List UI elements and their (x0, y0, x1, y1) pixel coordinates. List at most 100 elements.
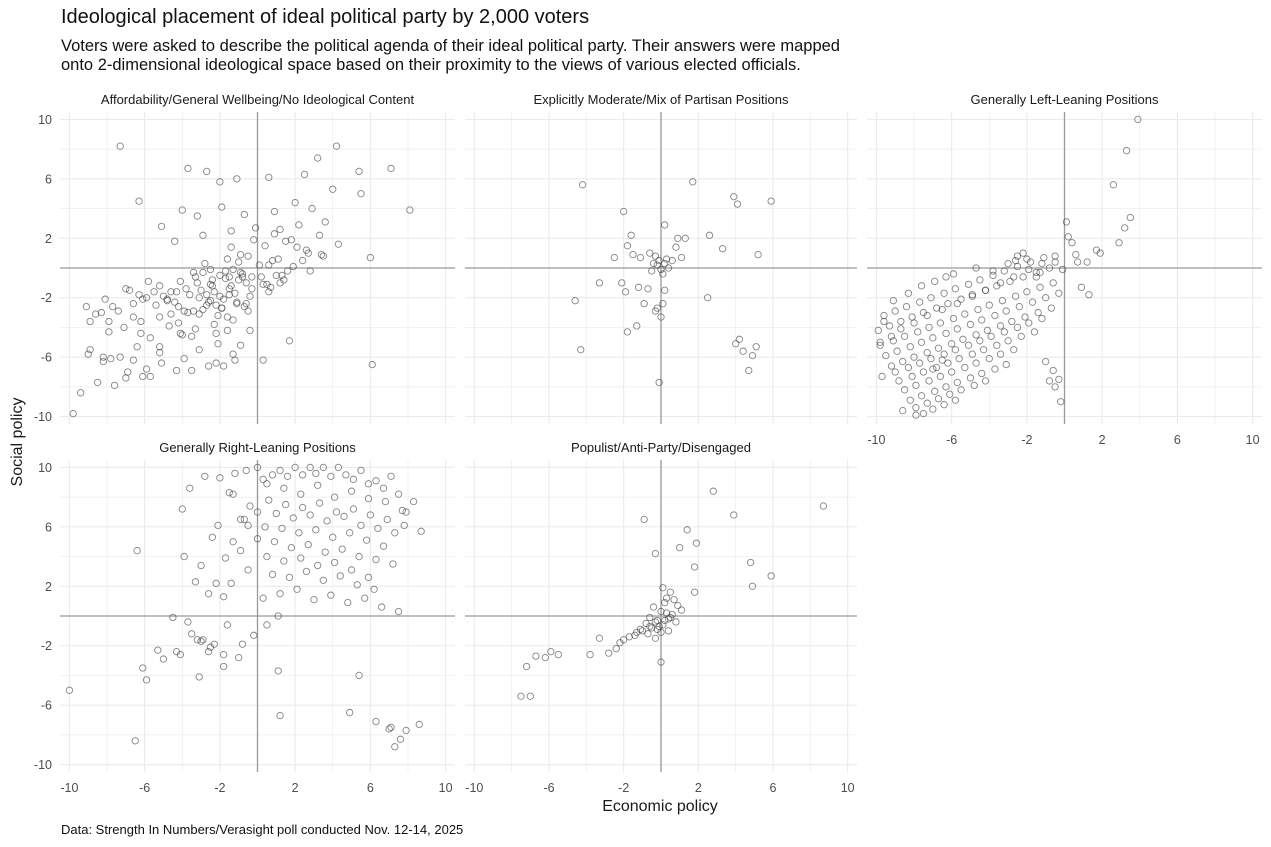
data-point (633, 322, 641, 330)
x-tick-label: 6 (770, 781, 777, 795)
data-point (906, 396, 914, 404)
data-point (946, 390, 954, 398)
data-point (101, 295, 109, 303)
data-point (146, 372, 154, 381)
data-point (662, 609, 671, 617)
data-point (661, 286, 669, 294)
data-point (897, 325, 905, 333)
data-point (135, 291, 143, 299)
data-point (978, 369, 986, 378)
data-point (653, 625, 661, 634)
data-point (391, 743, 399, 751)
data-point (208, 276, 217, 284)
data-point (906, 343, 914, 351)
data-point (970, 381, 978, 390)
data-point (214, 311, 222, 320)
data-point (651, 252, 660, 260)
data-point (276, 225, 284, 234)
data-point (157, 359, 166, 367)
x-tick-label: -6 (543, 781, 554, 795)
data-point (188, 366, 196, 375)
x-tick-label: -2 (1021, 433, 1032, 447)
data-point (310, 596, 318, 604)
data-point (659, 584, 667, 592)
data-point (142, 676, 151, 684)
data-point (925, 377, 933, 385)
data-point (394, 490, 403, 498)
data-point (1002, 307, 1010, 315)
data-point (253, 463, 262, 472)
data-point (1034, 308, 1042, 317)
data-point (1013, 262, 1022, 271)
data-point (1122, 146, 1131, 155)
data-point (377, 603, 386, 611)
data-point (1008, 317, 1016, 326)
data-point (1023, 288, 1031, 296)
data-point (674, 601, 682, 610)
data-point (664, 615, 673, 623)
data-point (199, 268, 207, 277)
data-point (1051, 258, 1059, 266)
data-point (620, 207, 628, 216)
data-point (381, 497, 390, 506)
data-point (137, 329, 145, 338)
data-point (874, 326, 882, 335)
data-point (900, 332, 909, 340)
data-point (522, 662, 531, 671)
data-point (931, 387, 939, 395)
data-point (242, 279, 250, 287)
data-point (917, 282, 926, 290)
data-point (897, 317, 905, 326)
data-point (919, 308, 928, 317)
data-point (282, 237, 290, 245)
data-point (672, 618, 680, 626)
data-point (238, 270, 247, 278)
data-point (993, 341, 1001, 349)
data-point (748, 352, 757, 360)
data-point (259, 356, 267, 364)
data-point (366, 253, 375, 262)
data-point (186, 291, 194, 299)
data-point (295, 221, 303, 229)
data-point (265, 496, 273, 504)
data-point (280, 484, 288, 492)
data-point (1072, 250, 1080, 259)
data-point (210, 288, 218, 296)
data-point (321, 548, 329, 556)
data-point (189, 307, 198, 315)
data-point (214, 521, 222, 530)
data-point (304, 541, 312, 549)
data-point (916, 298, 924, 306)
data-point (932, 304, 941, 312)
data-point (409, 497, 418, 506)
data-point (297, 554, 305, 562)
data-point (355, 552, 363, 561)
data-point (914, 328, 922, 336)
data-point (1057, 398, 1065, 406)
data-point (1042, 357, 1050, 366)
data-point (942, 273, 950, 281)
data-point (1021, 313, 1029, 321)
data-point (664, 627, 673, 635)
data-point (122, 285, 130, 293)
data-point (259, 280, 267, 288)
data-point (124, 368, 132, 376)
data-point (985, 301, 993, 309)
data-point (317, 250, 326, 259)
data-point (165, 322, 173, 330)
data-point (223, 255, 232, 263)
data-point (355, 167, 363, 176)
data-point (135, 197, 143, 205)
data-point (276, 590, 284, 598)
data-point (396, 735, 405, 743)
data-point (936, 319, 945, 327)
data-point (895, 377, 903, 385)
data-point (206, 265, 215, 274)
data-point (223, 326, 232, 335)
data-point (330, 558, 339, 567)
data-point (370, 585, 378, 593)
data-point (199, 305, 207, 314)
data-point (223, 313, 232, 321)
data-point (199, 636, 207, 644)
data-point (357, 190, 365, 198)
